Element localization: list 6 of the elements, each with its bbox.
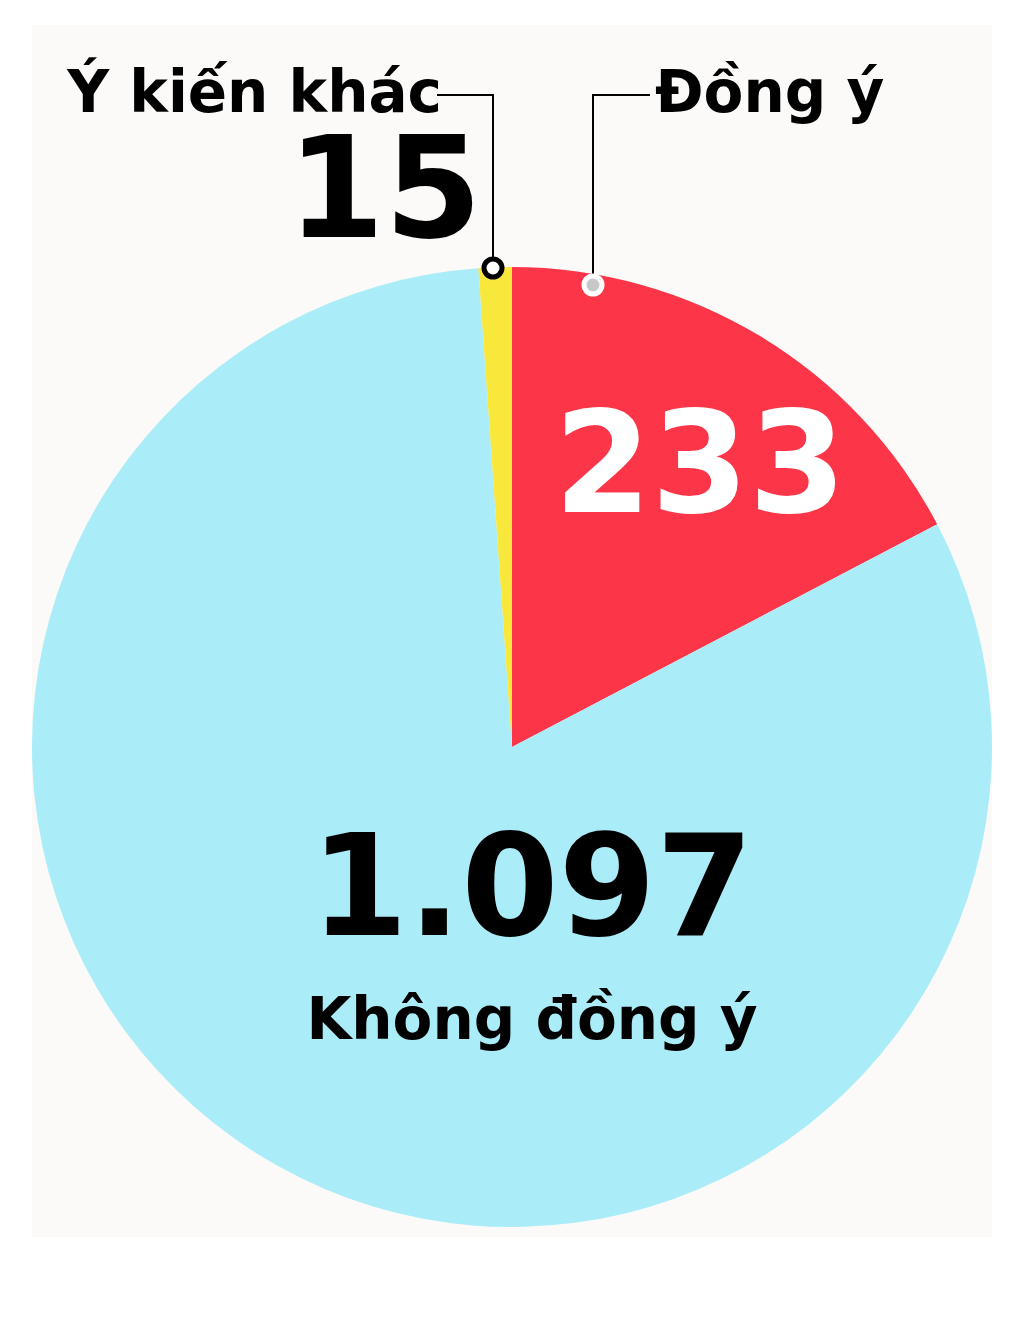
data-label: 1.097 <box>310 805 754 968</box>
pie-slice <box>32 268 992 1227</box>
slice-label: Đồng ý <box>655 58 885 126</box>
slice-label: Không đồng ý <box>306 985 758 1053</box>
pie-slice <box>512 267 938 747</box>
data-label: 233 <box>553 382 847 545</box>
